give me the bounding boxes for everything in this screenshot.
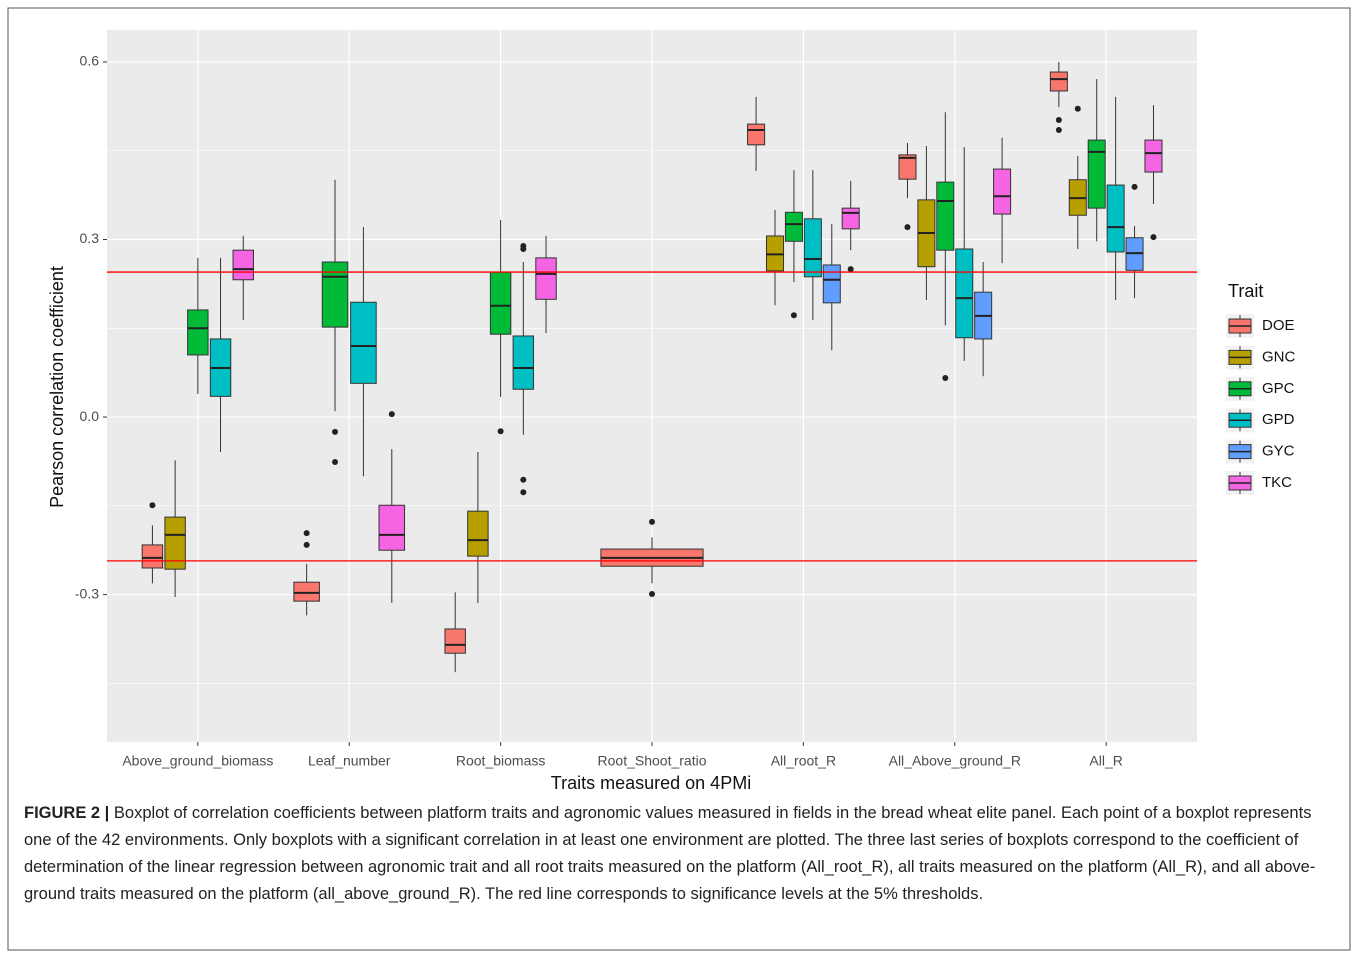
y-axis-label: Pearson correlation coefficient	[47, 266, 67, 508]
outlier	[904, 224, 911, 231]
outlier	[1055, 127, 1062, 134]
box	[350, 301, 377, 384]
box	[822, 264, 841, 304]
outlier	[497, 428, 504, 435]
box	[993, 168, 1012, 215]
box	[378, 504, 406, 551]
y-tick-label: 0.6	[80, 53, 100, 69]
box	[489, 271, 512, 335]
outlier	[520, 476, 527, 483]
box	[1049, 71, 1068, 92]
x-tick-label: All_Above_ground_R	[889, 753, 1021, 769]
y-tick-label: 0.3	[80, 230, 100, 246]
box	[936, 181, 955, 251]
box	[321, 261, 349, 328]
frame	[7, 7, 1351, 951]
x-tick-label: Above_ground_biomass	[122, 753, 273, 769]
outlier	[520, 245, 527, 252]
outlier	[1150, 234, 1157, 241]
outlier	[649, 591, 655, 598]
caption-text: Boxplot of correlation coefficients betw…	[24, 804, 1316, 903]
outlier	[649, 518, 655, 525]
outlier	[520, 489, 527, 496]
x-tick-label: Leaf_number	[308, 753, 391, 769]
box	[898, 154, 917, 180]
box	[141, 544, 164, 569]
box	[467, 510, 489, 557]
y-tick-label: -0.3	[75, 585, 99, 601]
caption-label: FIGURE 2 |	[24, 804, 110, 822]
outlier	[1131, 183, 1138, 190]
outlier	[303, 541, 310, 548]
box	[784, 211, 803, 242]
outlier	[388, 411, 395, 418]
x-tick-label: All_R	[1089, 753, 1122, 769]
outlier	[1074, 105, 1081, 112]
x-axis-label: Traits measured on 4PMi	[551, 773, 751, 793]
y-tick-label: 0.0	[80, 408, 100, 424]
legend-title: Trait	[1228, 281, 1263, 301]
outlier	[1055, 116, 1062, 123]
outlier	[332, 428, 339, 435]
outlier	[847, 266, 854, 273]
marks	[141, 61, 1163, 673]
legend-label: GPC	[1262, 380, 1295, 397]
box	[841, 207, 860, 230]
box	[1087, 139, 1106, 209]
outlier	[332, 459, 339, 466]
caption: FIGURE 2 | Boxplot of correlation coeffi…	[24, 800, 1336, 908]
box	[187, 309, 209, 356]
box	[1106, 184, 1125, 253]
box	[293, 581, 320, 602]
box	[232, 249, 254, 281]
outlier	[942, 375, 949, 382]
legend-label: GYC	[1262, 443, 1295, 460]
box	[444, 628, 466, 654]
legend-label: GNC	[1262, 348, 1296, 365]
legend-label: TKC	[1262, 474, 1292, 491]
legend-label: DOE	[1262, 317, 1295, 334]
x-tick-label: Root_Shoot_ratio	[598, 753, 707, 769]
outlier	[303, 530, 310, 537]
outlier	[790, 312, 797, 319]
box	[747, 123, 766, 146]
x-tick-label: Root_biomass	[456, 753, 546, 769]
box	[1144, 139, 1163, 173]
box	[535, 257, 557, 300]
box	[512, 335, 535, 390]
box	[803, 218, 822, 278]
box	[955, 248, 974, 339]
outlier	[149, 502, 156, 509]
box	[164, 516, 186, 570]
x-tick-label: All_root_R	[771, 753, 836, 769]
legend-label: GPD	[1262, 411, 1295, 428]
